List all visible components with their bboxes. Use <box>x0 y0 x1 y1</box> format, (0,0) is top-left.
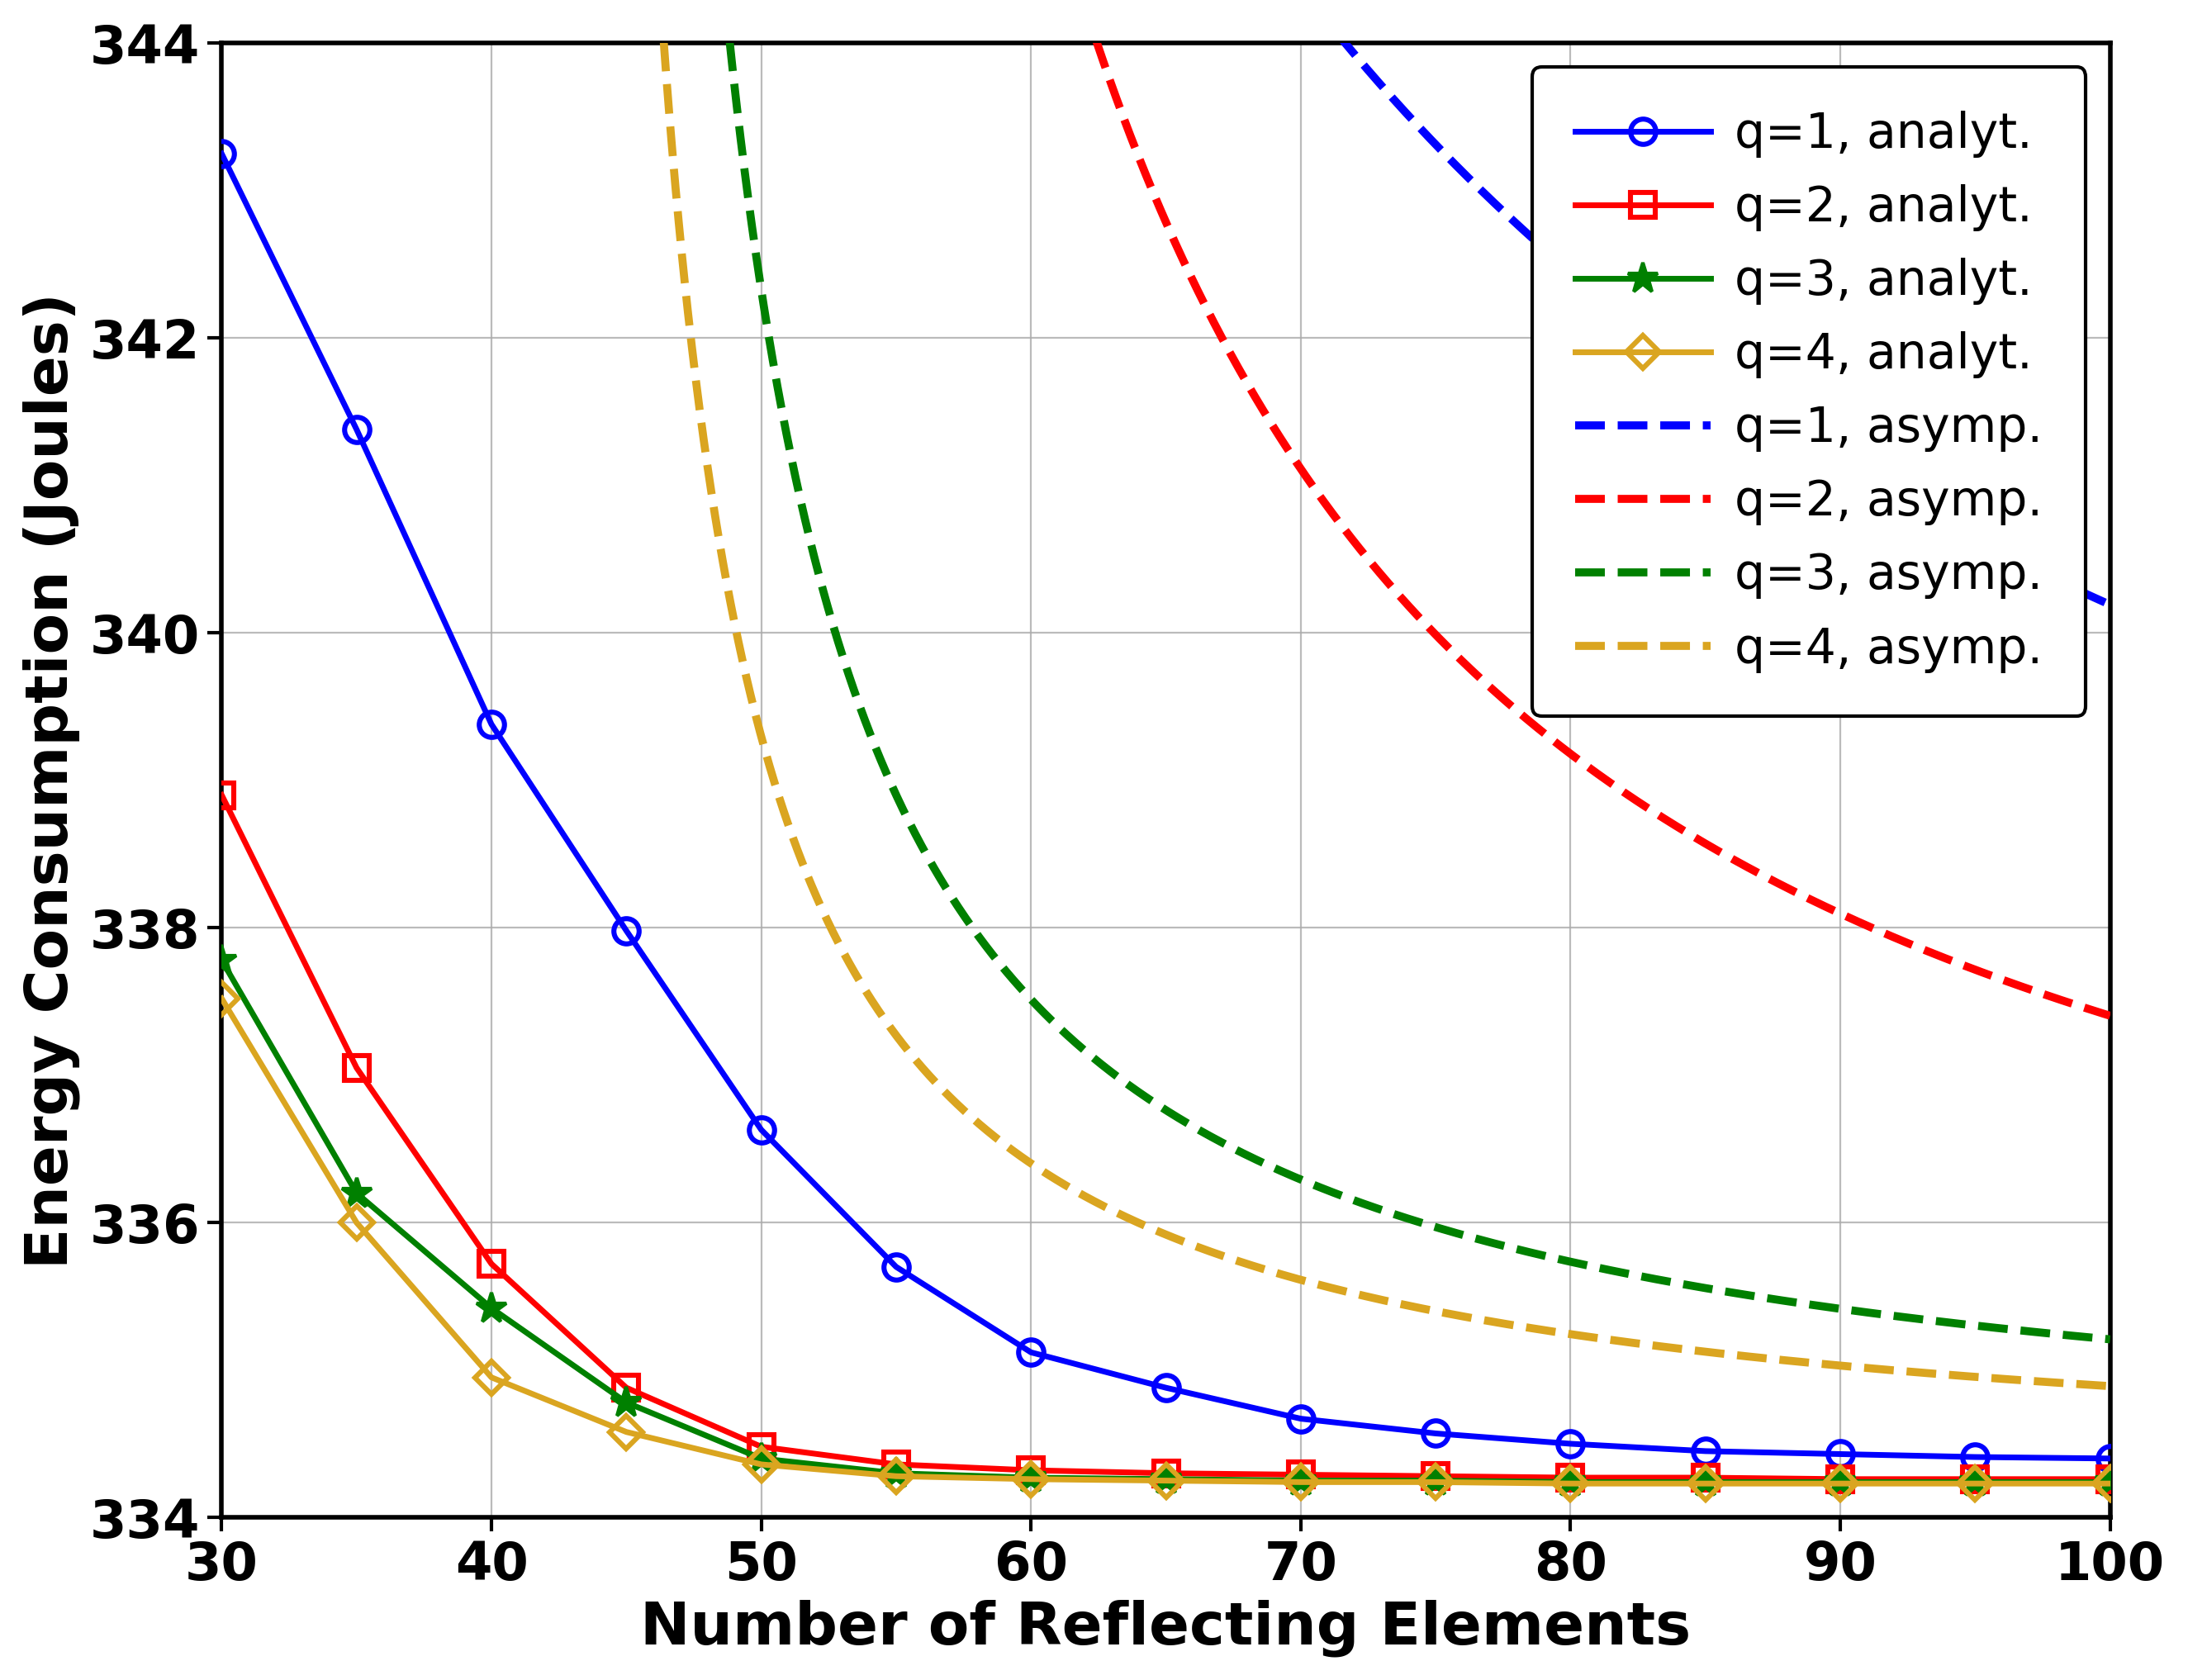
q=2, asymp. <box>1925 946 1952 966</box>
q=1, analyt. <box>344 420 370 440</box>
Line: q=3, analyt.: q=3, analyt. <box>206 944 2127 1499</box>
q=1, analyt. <box>1422 1423 1448 1443</box>
q=3, analyt. <box>1422 1470 1448 1490</box>
q=4, analyt. <box>1691 1473 1718 1494</box>
q=2, analyt. <box>1691 1468 1718 1488</box>
q=4, analyt. <box>1017 1468 1044 1488</box>
q=2, asymp. <box>1387 588 1413 608</box>
q=4, analyt. <box>344 1213 370 1233</box>
q=1, asymp. <box>1341 45 1368 66</box>
q=3, analyt. <box>884 1463 910 1483</box>
q=2, analyt. <box>748 1436 775 1457</box>
q=2, analyt. <box>208 785 234 805</box>
q=3, analyt. <box>1558 1472 1584 1492</box>
q=2, analyt. <box>479 1253 505 1273</box>
Line: q=1, analyt.: q=1, analyt. <box>210 141 2122 1472</box>
Line: q=4, asymp.: q=4, asymp. <box>659 0 2109 1386</box>
q=1, analyt. <box>208 144 234 165</box>
q=2, analyt. <box>1827 1468 1853 1488</box>
q=1, analyt. <box>1963 1446 1989 1467</box>
q=2, analyt. <box>1558 1468 1584 1488</box>
q=1, analyt. <box>1153 1378 1179 1398</box>
q=4, analyt. <box>208 988 234 1008</box>
Line: q=2, analyt.: q=2, analyt. <box>210 783 2122 1492</box>
q=1, analyt. <box>613 921 639 941</box>
q=4, analyt. <box>748 1455 775 1475</box>
q=1, asymp. <box>1838 462 1864 482</box>
q=4, analyt. <box>1153 1470 1179 1490</box>
q=4, asymp. <box>1923 1364 1950 1384</box>
q=3, analyt. <box>1691 1472 1718 1492</box>
Line: q=3, asymp.: q=3, asymp. <box>722 0 2109 1339</box>
q=1, asymp. <box>2096 595 2122 615</box>
q=1, analyt. <box>1017 1342 1044 1362</box>
q=1, analyt. <box>1827 1445 1853 1465</box>
q=1, analyt. <box>1558 1433 1584 1453</box>
q=2, analyt. <box>344 1058 370 1079</box>
q=4, analyt. <box>1422 1472 1448 1492</box>
q=1, analyt. <box>1289 1408 1315 1428</box>
q=4, analyt. <box>1963 1473 1989 1494</box>
q=4, analyt. <box>613 1421 639 1441</box>
q=1, analyt. <box>2096 1448 2122 1468</box>
q=2, analyt. <box>1963 1468 1989 1488</box>
q=2, asymp. <box>1295 470 1322 491</box>
q=4, asymp. <box>2033 1373 2059 1393</box>
q=4, analyt. <box>1558 1473 1584 1494</box>
q=3, asymp. <box>2096 1329 2122 1349</box>
q=3, asymp. <box>1527 1245 1553 1265</box>
q=2, asymp. <box>1971 963 1998 983</box>
q=1, analyt. <box>884 1257 910 1277</box>
Line: q=1, asymp.: q=1, asymp. <box>1287 0 2109 605</box>
Y-axis label: Energy Consumption (Joules): Energy Consumption (Joules) <box>22 292 81 1268</box>
q=4, asymp. <box>845 966 871 986</box>
q=3, analyt. <box>748 1448 775 1468</box>
q=1, analyt. <box>1691 1441 1718 1462</box>
q=1, asymp. <box>1619 311 1645 331</box>
q=4, asymp. <box>1413 1299 1440 1319</box>
q=3, analyt. <box>2096 1472 2122 1492</box>
q=3, asymp. <box>1532 1245 1558 1265</box>
q=4, analyt. <box>479 1368 505 1388</box>
q=2, asymp. <box>1083 30 1109 50</box>
X-axis label: Number of Reflecting Elements: Number of Reflecting Elements <box>641 1599 1691 1656</box>
q=4, analyt. <box>1827 1473 1853 1494</box>
Line: q=4, analyt.: q=4, analyt. <box>210 988 2122 1495</box>
q=4, analyt. <box>2096 1473 2122 1494</box>
q=3, asymp. <box>1580 1257 1606 1277</box>
q=2, analyt. <box>613 1378 639 1398</box>
q=2, analyt. <box>1422 1467 1448 1487</box>
q=3, analyt. <box>344 1183 370 1203</box>
q=3, asymp. <box>2057 1326 2083 1346</box>
q=2, analyt. <box>2096 1468 2122 1488</box>
q=2, analyt. <box>1017 1460 1044 1480</box>
Line: q=2, asymp.: q=2, asymp. <box>1074 0 2109 1016</box>
q=2, analyt. <box>884 1455 910 1475</box>
q=1, analyt. <box>479 714 505 734</box>
q=4, asymp. <box>2096 1376 2122 1396</box>
q=1, asymp. <box>1359 66 1385 86</box>
q=3, asymp. <box>1208 1132 1234 1152</box>
q=2, analyt. <box>1153 1463 1179 1483</box>
q=2, asymp. <box>1317 499 1343 519</box>
q=1, analyt. <box>748 1119 775 1139</box>
q=4, asymp. <box>766 788 792 808</box>
Legend: q=1, analyt., q=2, analyt., q=3, analyt., q=4, analyt., q=1, asymp., q=2, asymp.: q=1, analyt., q=2, analyt., q=3, analyt.… <box>1532 67 2085 716</box>
q=3, analyt. <box>1963 1472 1989 1492</box>
q=3, analyt. <box>1153 1468 1179 1488</box>
q=3, analyt. <box>1289 1470 1315 1490</box>
q=3, analyt. <box>1017 1468 1044 1488</box>
q=2, asymp. <box>2096 1006 2122 1026</box>
q=4, asymp. <box>1993 1369 2020 1389</box>
q=4, analyt. <box>884 1467 910 1487</box>
q=3, analyt. <box>1827 1472 1853 1492</box>
q=1, asymp. <box>1448 161 1475 181</box>
q=3, analyt. <box>479 1299 505 1319</box>
q=2, analyt. <box>1289 1465 1315 1485</box>
q=3, asymp. <box>1827 1299 1853 1319</box>
q=3, analyt. <box>613 1393 639 1413</box>
q=4, analyt. <box>1289 1472 1315 1492</box>
q=1, asymp. <box>1764 415 1790 435</box>
q=3, analyt. <box>208 951 234 971</box>
